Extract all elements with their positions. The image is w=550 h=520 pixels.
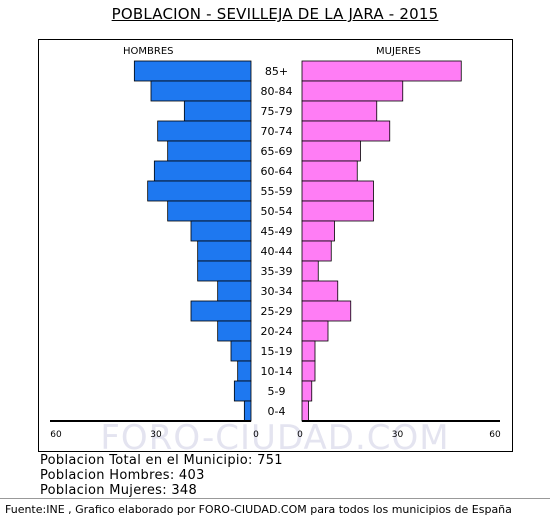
bar-female-65-69 [301,140,361,162]
age-label-0-4: 0-4 [268,405,286,418]
age-label-10-14: 10-14 [261,365,293,378]
age-label-70-74: 70-74 [261,125,293,138]
tick-right-30: 30 [392,430,404,440]
bar-female-55-59 [301,180,374,202]
age-label-30-34: 30-34 [261,285,293,298]
tick-left-60: 60 [50,430,62,440]
bar-male-5-9 [233,380,252,402]
tick-left-30: 30 [150,430,162,440]
bar-female-35-39 [301,260,319,282]
bar-male-40-44 [197,240,252,262]
bar-female-70-74 [301,120,391,142]
bar-female-5-9 [301,380,313,402]
bar-male-75-79 [183,100,252,122]
bar-male-30-34 [217,280,252,302]
age-label-45-49: 45-49 [261,225,293,238]
age-label-55-59: 55-59 [261,185,293,198]
tick-left-0: 0 [253,430,259,440]
age-label-15-19: 15-19 [261,345,293,358]
bar-male-70-74 [157,120,252,142]
bar-male-0-4 [243,400,252,422]
chart-title: POBLACION - SEVILLEJA DE LA JARA - 2015 [111,5,439,23]
bar-female-20-24 [301,320,329,342]
bar-female-80-84 [301,80,404,102]
bar-male-20-24 [217,320,252,342]
bar-female-15-19 [301,340,316,362]
age-label-20-24: 20-24 [261,325,293,338]
total-population-text: Poblacion Total en el Municipio: 751 [40,453,283,468]
watermark-text: FORO-CIUDAD.COM [100,418,449,451]
chart-frame: FORO-CIUDAD.COM HOMBRES MUJERES 85+ 80-84 75-… [38,39,513,452]
age-label-5-9: 5-9 [268,385,286,398]
bar-male-35-39 [197,260,252,282]
tick-right-60: 60 [489,430,501,440]
bar-male-15-19 [230,340,252,362]
bar-male-50-54 [167,200,252,222]
male-population-text: Poblacion Hombres: 403 [40,468,205,483]
bar-female-30-34 [301,280,339,302]
bar-male-65-69 [167,140,252,162]
bar-male-45-49 [190,220,252,242]
age-label-60-64: 60-64 [261,165,293,178]
bar-male-85+ [133,60,252,82]
bar-male-60-64 [153,160,252,182]
population-pyramid-chart: FORO-CIUDAD.COM HOMBRES MUJERES 85+ 80-84 75-… [50,46,501,451]
bar-female-85+ [301,60,462,82]
bar-male-80-84 [150,80,252,102]
bar-female-60-64 [301,160,358,182]
age-label-50-54: 50-54 [261,205,293,218]
legend-hombres: HOMBRES [123,46,174,57]
age-label-35-39: 35-39 [261,265,293,278]
bar-male-55-59 [147,180,252,202]
age-label-80-84: 80-84 [261,85,293,98]
bar-female-0-4 [301,400,309,422]
bar-female-75-79 [301,100,378,122]
bar-female-10-14 [301,360,316,382]
bar-female-40-44 [301,240,332,262]
female-population-text: Poblacion Mujeres: 348 [40,483,198,498]
age-label-65-69: 65-69 [261,145,293,158]
age-label-85+: 85+ [265,65,288,78]
bar-male-10-14 [237,360,252,382]
footer-divider [0,498,550,499]
age-label-75-79: 75-79 [261,105,293,118]
bar-female-25-29 [301,300,352,322]
legend-mujeres: MUJERES [376,46,421,57]
bar-female-50-54 [301,200,374,222]
bar-female-45-49 [301,220,335,242]
footer-source: Fuente:INE , Grafico elaborado por FORO-… [5,503,512,516]
age-label-25-29: 25-29 [261,305,293,318]
tick-right-0: 0 [297,430,303,440]
age-label-40-44: 40-44 [261,245,293,258]
bar-male-25-29 [190,300,252,322]
